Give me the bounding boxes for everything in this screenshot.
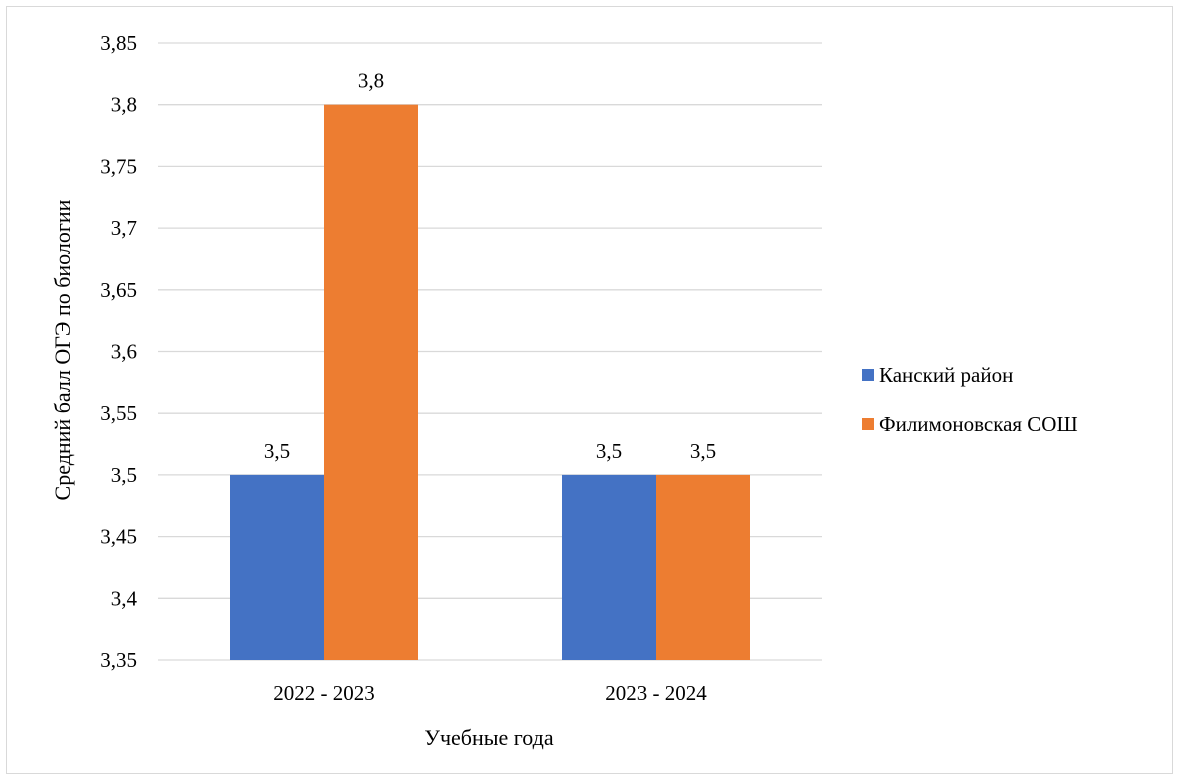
legend-label-kansky: Канский район — [879, 363, 1013, 387]
bar — [656, 474, 750, 660]
y-tick-label: 3,45 — [100, 525, 137, 549]
legend-label-filimonovskaya: Филимоновская СОШ — [879, 412, 1078, 436]
y-tick-label: 3,8 — [111, 93, 137, 117]
bars — [230, 104, 750, 660]
bar — [324, 104, 418, 660]
y-tick-label: 3,65 — [100, 278, 137, 302]
x-axis-label: Учебные года — [424, 725, 553, 750]
bar — [230, 474, 324, 660]
y-axis-label: Средний балл ОГЭ по биологии — [50, 199, 75, 500]
y-tick-label: 3,55 — [100, 401, 137, 425]
y-tick-label: 3,4 — [111, 586, 138, 610]
data-label: 3,5 — [264, 439, 290, 463]
x-tick-label: 2023 - 2024 — [605, 681, 707, 705]
data-label: 3,8 — [358, 69, 384, 93]
y-tick-label: 3,5 — [111, 463, 137, 487]
x-axis-ticks: 2022 - 2023 2023 - 2024 — [273, 681, 707, 705]
data-label: 3,5 — [596, 439, 622, 463]
y-tick-label: 3,35 — [100, 648, 137, 672]
data-label: 3,5 — [690, 439, 716, 463]
x-tick-label: 2022 - 2023 — [273, 681, 375, 705]
y-tick-label: 3,75 — [100, 154, 137, 178]
legend: Канский район Филимоновская СОШ — [862, 363, 1078, 436]
y-tick-label: 3,7 — [111, 216, 137, 240]
y-tick-label: 3,6 — [111, 340, 137, 364]
data-labels: 3,5 3,8 3,5 3,5 — [264, 69, 716, 463]
legend-swatch-filimonovskaya — [862, 418, 874, 430]
y-axis-ticks: 3,35 3,4 3,45 3,5 3,55 3,6 3,65 3,7 3,75 3,8 3,85 — [100, 31, 137, 672]
legend-swatch-kansky — [862, 369, 874, 381]
bar — [562, 474, 656, 660]
y-tick-label: 3,85 — [100, 31, 137, 55]
